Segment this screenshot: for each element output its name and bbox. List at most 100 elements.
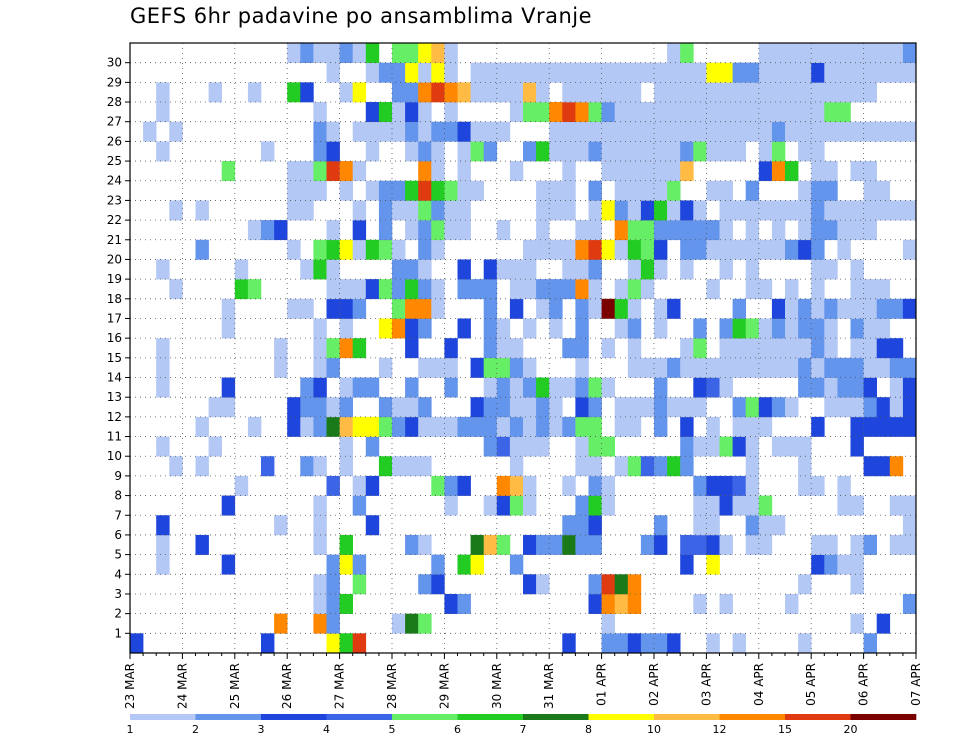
- heatmap-cell: [221, 298, 236, 319]
- heatmap-cell: [850, 318, 864, 339]
- heatmap-cell: [745, 318, 760, 339]
- heatmap-cell: [627, 318, 642, 339]
- heatmap-cell: [824, 220, 838, 241]
- heatmap-cell: [496, 357, 511, 378]
- heatmap-cell: [667, 141, 681, 162]
- heatmap-cell: [313, 239, 327, 260]
- heatmap-cell: [418, 259, 432, 280]
- heatmap-cell: [221, 377, 236, 398]
- heatmap-cell: [889, 397, 904, 418]
- heatmap-cell: [785, 338, 799, 359]
- heatmap-cell: [287, 161, 301, 182]
- heatmap-cell: [693, 495, 707, 516]
- heatmap-cell: [274, 515, 288, 536]
- heatmap-cell: [378, 62, 393, 83]
- heatmap-cell: [614, 456, 629, 477]
- y-tick-label: 22: [107, 213, 122, 227]
- heatmap-cell: [300, 416, 314, 437]
- heatmap-cell: [313, 121, 327, 142]
- heatmap-cell: [902, 43, 917, 63]
- heatmap-cell: [902, 239, 917, 260]
- heatmap-cell: [706, 377, 720, 398]
- heatmap-cell: [785, 298, 799, 319]
- y-tick-label: 15: [107, 351, 122, 365]
- heatmap-cell: [208, 436, 222, 457]
- colorbar-swatch: [588, 714, 655, 720]
- heatmap-cell: [339, 416, 353, 437]
- heatmap-cell: [745, 475, 760, 496]
- heatmap-cell: [654, 82, 668, 103]
- heatmap-cells: [130, 43, 917, 654]
- heatmap-cell: [575, 239, 589, 260]
- heatmap-cell: [706, 436, 720, 457]
- heatmap-cell: [837, 102, 851, 123]
- heatmap-cell: [195, 416, 209, 437]
- heatmap-cell: [588, 220, 602, 241]
- heatmap-cell: [654, 318, 668, 339]
- heatmap-cell: [693, 515, 707, 536]
- heatmap-cell: [365, 141, 380, 162]
- heatmap-cell: [667, 43, 681, 63]
- heatmap-cell: [719, 534, 733, 555]
- heatmap-cell: [824, 338, 838, 359]
- heatmap-cell: [352, 121, 367, 142]
- heatmap-cell: [837, 220, 851, 241]
- heatmap-cell: [523, 357, 537, 378]
- heatmap-cell: [313, 180, 327, 201]
- x-tick-label: 28 MAR: [385, 663, 399, 709]
- heatmap-cell: [693, 436, 707, 457]
- heatmap-cell: [601, 121, 615, 142]
- heatmap-cell: [771, 121, 786, 142]
- heatmap-cell: [876, 298, 891, 319]
- heatmap-cell: [706, 495, 720, 516]
- heatmap-cell: [601, 377, 615, 398]
- heatmap-cell: [680, 259, 694, 280]
- heatmap-cell: [758, 121, 773, 142]
- heatmap-cell: [680, 554, 694, 575]
- heatmap-cell: [811, 82, 825, 103]
- heatmap-cell: [732, 416, 746, 437]
- heatmap-cell: [549, 318, 563, 339]
- heatmap-cell: [654, 357, 668, 378]
- heatmap-cell: [575, 534, 589, 555]
- heatmap-cell: [745, 220, 760, 241]
- heatmap-cell: [667, 456, 681, 477]
- heatmap-cell: [719, 377, 733, 398]
- heatmap-cell: [300, 397, 314, 418]
- heatmap-cell: [169, 456, 183, 477]
- heatmap-cell: [562, 416, 576, 437]
- heatmap-cell: [601, 200, 615, 221]
- heatmap-cell: [300, 456, 314, 477]
- heatmap-cell: [509, 298, 524, 319]
- heatmap-cell: [588, 82, 602, 103]
- heatmap-cell: [627, 338, 642, 359]
- heatmap-cell: [431, 62, 445, 83]
- heatmap-cell: [588, 495, 602, 516]
- heatmap-cell: [300, 200, 314, 221]
- heatmap-cell: [614, 593, 629, 614]
- heatmap-cell: [313, 102, 327, 123]
- heatmap-cell: [798, 318, 812, 339]
- heatmap-cell: [798, 377, 812, 398]
- heatmap-cell: [798, 475, 812, 496]
- heatmap-cell: [313, 534, 327, 555]
- heatmap-cell: [640, 534, 655, 555]
- heatmap-cell: [156, 534, 170, 555]
- heatmap-cell: [575, 62, 589, 83]
- heatmap-cell: [850, 43, 864, 63]
- heatmap-cell: [601, 338, 615, 359]
- x-tick-label: 23 MAR: [123, 663, 137, 709]
- heatmap-cell: [326, 338, 340, 359]
- heatmap-cell: [575, 338, 589, 359]
- heatmap-cell: [680, 416, 694, 437]
- heatmap-cell: [483, 416, 498, 437]
- heatmap-cell: [706, 416, 720, 437]
- heatmap-cell: [536, 416, 550, 437]
- heatmap-cell: [549, 397, 563, 418]
- heatmap-cell: [627, 180, 642, 201]
- heatmap-cell: [889, 43, 904, 63]
- heatmap-cell: [405, 200, 419, 221]
- colorbar-swatch: [850, 714, 917, 720]
- heatmap-cell: [405, 62, 419, 83]
- heatmap-cell: [523, 82, 537, 103]
